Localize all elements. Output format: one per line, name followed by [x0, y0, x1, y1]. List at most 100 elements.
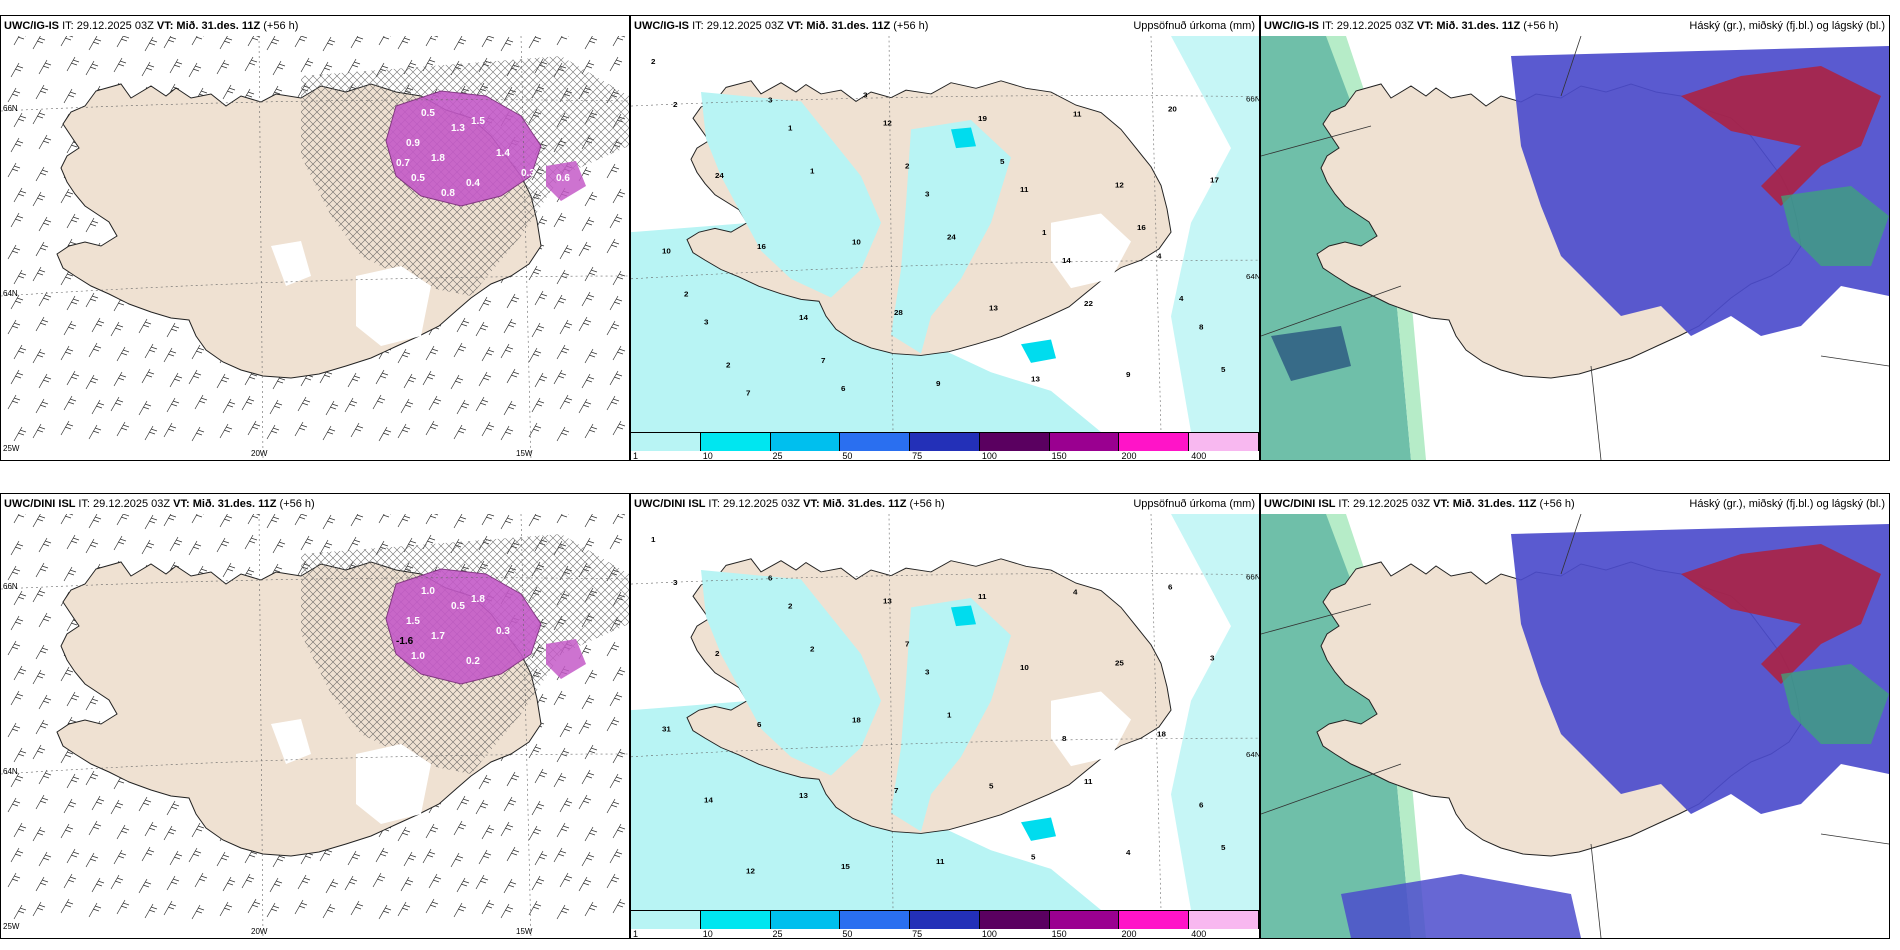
wind-barb — [116, 421, 130, 437]
cloud-low-east — [1781, 186, 1889, 266]
wind-barb — [247, 420, 261, 436]
wind-barb — [397, 423, 411, 439]
precip-value-label: 5 — [1221, 843, 1226, 852]
precip-value-label: 7 — [894, 786, 898, 795]
wind-barb — [450, 374, 464, 390]
wind-barb — [481, 421, 495, 437]
wind-barb — [297, 874, 311, 890]
panel-cloud-ig-is: UWC/IG-IS IT: 29.12.2025 03Z VT: Mið. 31… — [1260, 15, 1890, 461]
wind-barb — [219, 423, 233, 439]
wind-barb — [503, 878, 517, 894]
vt-label: VT: — [803, 498, 823, 510]
wind-barb — [503, 318, 517, 334]
cloud-low-east — [1781, 664, 1889, 744]
wind-barb — [116, 899, 130, 915]
wind-barb — [506, 771, 520, 787]
wind-barb — [32, 826, 46, 842]
wind-barb — [325, 400, 339, 416]
wind-barb — [400, 876, 414, 892]
precip-blob — [385, 90, 542, 207]
wind-barb — [66, 56, 80, 72]
wind-barb — [32, 901, 46, 917]
wind-barb — [425, 898, 439, 914]
wind-barb — [266, 424, 280, 440]
wind-barb — [500, 903, 514, 919]
wind-barb — [91, 399, 105, 415]
wind-value-label: 0.4 — [466, 178, 480, 189]
colorbar-label: 10 — [702, 929, 713, 939]
wind-barb — [63, 566, 77, 582]
wind-value-label: 1.8 — [471, 594, 485, 605]
wind-barb — [453, 342, 467, 358]
wind-barb — [475, 799, 489, 815]
wind-barb — [144, 425, 158, 441]
panel-title: Uppsöfnuð úrkoma (mm) — [1133, 20, 1255, 32]
wind-barb — [35, 241, 49, 257]
precip-value-label: 31 — [662, 725, 672, 734]
precip-value-label: 4 — [1073, 588, 1078, 597]
wind-barb — [35, 876, 49, 892]
wind-barb — [322, 903, 336, 919]
wind-barb — [528, 900, 542, 916]
precip-value-label: 2 — [715, 649, 719, 658]
wind-barb — [191, 904, 205, 920]
wind-barb — [188, 369, 202, 385]
precip-value-label: 1 — [947, 711, 952, 720]
wind-barb — [10, 137, 24, 153]
wind-barb — [163, 347, 177, 363]
colorbar-swatch — [770, 433, 841, 451]
wind-barb — [10, 772, 24, 788]
wind-barb — [85, 60, 99, 76]
wind-barb — [66, 213, 80, 229]
graticule — [631, 36, 1259, 432]
vt-label: VT: — [786, 20, 807, 32]
cloud-high — [1681, 66, 1881, 206]
wind-barb — [10, 615, 24, 631]
wind-barb — [500, 514, 514, 530]
wind-barb — [609, 848, 623, 864]
country-borders — [1261, 36, 1889, 460]
precip-value-label: 11 — [1020, 185, 1029, 194]
colorbar-label: 150 — [1051, 451, 1067, 461]
precip-field — [1171, 36, 1259, 432]
wind-barb — [13, 36, 26, 46]
wind-barb — [556, 344, 570, 360]
panel-precip-dini-isl: UWC/DINI ISL IT: 29.12.2025 03Z VT: Mið.… — [630, 493, 1260, 939]
wind-barb — [300, 57, 314, 73]
wind-barb — [266, 514, 280, 529]
wind-barb — [556, 747, 570, 763]
wind-barb — [372, 872, 386, 888]
wind-barb — [63, 873, 77, 889]
wind-barb — [481, 36, 495, 48]
precip-value-label: 3 — [863, 91, 868, 100]
wind-barb — [222, 876, 236, 892]
precip-blob-small — [546, 161, 586, 201]
wind-barb — [13, 269, 27, 285]
wind-barb — [578, 398, 592, 414]
map-area — [1261, 36, 1889, 460]
precip-value-label: 13 — [989, 304, 999, 313]
precip-cell — [951, 127, 976, 149]
it-label: IT: — [1338, 498, 1354, 510]
wind-barb — [272, 538, 286, 554]
wind-barb — [13, 514, 26, 524]
wind-barb — [216, 851, 230, 867]
lead-time: (+56 h) — [279, 498, 315, 510]
wind-value-label: 1.0 — [411, 651, 425, 662]
precip-value-label: 5 — [1221, 365, 1226, 374]
wind-barb — [584, 266, 598, 282]
precip-field — [1171, 514, 1259, 910]
panel-wind-ig-is: UWC/IG-IS IT: 29.12.2025 03Z VT: Mið. 31… — [0, 15, 630, 461]
wind-barb — [481, 899, 495, 915]
wind-barb — [163, 422, 177, 438]
wind-barb — [188, 62, 202, 78]
colorbar-swatch — [840, 433, 911, 451]
precip-value-label: 3 — [704, 318, 709, 327]
wind-barb — [91, 317, 105, 333]
precip-value-label: 5 — [1031, 853, 1036, 862]
panel-precip-ig-is: UWC/IG-IS IT: 29.12.2025 03Z VT: Mið. 31… — [630, 15, 1260, 461]
wind-barb — [7, 797, 21, 813]
wind-barb — [138, 796, 152, 812]
it-value: 29.12.2025 03Z — [706, 20, 787, 32]
precip-value-label: 14 — [799, 313, 809, 322]
